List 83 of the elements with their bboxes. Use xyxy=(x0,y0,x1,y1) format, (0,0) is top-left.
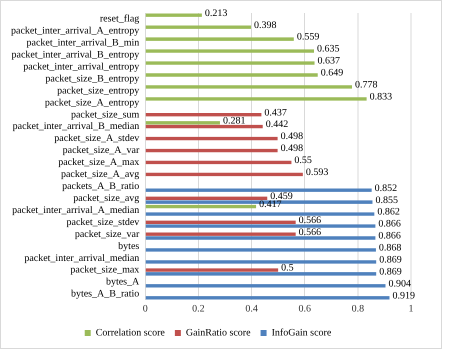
y-tick-label: packet_size_A_max xyxy=(58,157,140,168)
y-tick-label: packet_inter_arrival_A_entropy xyxy=(11,26,140,37)
y-tick-label: bytes xyxy=(118,240,140,252)
data-label: 0.593 xyxy=(306,167,328,178)
data-label: 0.566 xyxy=(298,226,322,238)
legend-label: Correlation score xyxy=(96,328,166,339)
legend-label: GainRatio score xyxy=(186,328,252,339)
y-tick-label: packet_size_stdev xyxy=(66,216,140,228)
data-label: 0.919 xyxy=(392,290,415,302)
data-label: 0.398 xyxy=(254,20,277,31)
y-tick-label: packet_size_A_var xyxy=(62,145,140,156)
y-tick-label: packet_inter_arrival_B_entropy xyxy=(12,49,140,60)
data-label: 0.855 xyxy=(375,194,398,206)
x-tick-label: 1 xyxy=(408,304,414,315)
x-tick-label: 0.2 xyxy=(192,304,205,315)
data-label: 0.635 xyxy=(317,44,340,55)
bar xyxy=(146,232,296,236)
x-tick-label: 0.4 xyxy=(245,304,258,315)
x-tick-label: 0.8 xyxy=(352,304,364,315)
bar xyxy=(146,37,294,41)
data-label: 0.866 xyxy=(378,230,401,242)
bar xyxy=(146,220,296,224)
data-label: 0.637 xyxy=(318,56,340,67)
bar xyxy=(146,172,303,176)
y-tick-label: reset_flag xyxy=(100,14,140,25)
bar xyxy=(146,85,352,89)
y-tick-label: packet_size_var xyxy=(74,228,140,240)
y-tick-label: packet_size_max xyxy=(70,264,140,276)
bar xyxy=(146,196,268,200)
data-label: 0.649 xyxy=(320,68,344,79)
bar xyxy=(146,212,374,216)
y-tick-label: packet_inter_arrival_A_median xyxy=(12,204,140,216)
bar xyxy=(146,121,220,125)
y-tick-label: packet_inter_arrival_median xyxy=(24,252,140,264)
y-tick-label: packet_size_sum xyxy=(70,109,140,120)
data-label: 0.852 xyxy=(374,182,398,194)
data-label: 0.862 xyxy=(377,206,400,218)
bar xyxy=(146,49,314,53)
bar xyxy=(146,224,376,228)
data-label: 0.437 xyxy=(264,107,287,118)
y-tick-label: packet_size_A_entropy xyxy=(44,97,140,108)
data-label: 0.281 xyxy=(222,115,246,126)
y-tick-label: packet_inter_arrival_B_median xyxy=(12,121,140,132)
data-label: 0.778 xyxy=(355,80,378,91)
bar xyxy=(146,136,278,140)
data-label: 0.904 xyxy=(388,278,411,290)
bar xyxy=(146,25,252,29)
data-label: 0.559 xyxy=(296,32,320,43)
data-label: 0.498 xyxy=(280,143,304,154)
bar xyxy=(146,284,386,288)
y-tick-label: packets_A_B_ratio xyxy=(62,181,140,192)
y-tick-label: packet_size_avg xyxy=(73,192,140,204)
y-tick-label: packet_size_A_avg xyxy=(60,169,140,180)
data-label: 0.869 xyxy=(379,266,402,278)
data-label: 0.866 xyxy=(378,218,401,230)
bar xyxy=(146,112,262,116)
data-label: 0.498 xyxy=(280,131,304,142)
bar xyxy=(146,272,376,276)
data-label: 0.869 xyxy=(379,254,402,266)
data-label: 0.213 xyxy=(204,8,228,19)
y-tick-label: packet_inter_arrival_B_min xyxy=(26,38,140,49)
bar xyxy=(146,97,367,101)
bar xyxy=(146,296,390,300)
y-tick-label: packet_size_entropy xyxy=(57,85,140,96)
y-tick-label: bytes_A_B_ratio xyxy=(70,288,140,300)
y-tick-label: packet_inter_arrival_entropy xyxy=(23,61,140,72)
x-tick-label: 0 xyxy=(142,304,148,315)
y-tick-label: bytes_A xyxy=(106,276,140,288)
legend-label: InfoGain score xyxy=(272,328,332,339)
data-label: 0.55 xyxy=(294,155,312,166)
bar xyxy=(146,188,372,192)
bar xyxy=(146,268,278,272)
bar xyxy=(146,260,376,264)
bar xyxy=(146,13,202,17)
y-tick-label: packet_size_B_entropy xyxy=(45,73,140,84)
x-tick-label: 0.6 xyxy=(298,304,311,315)
bar xyxy=(146,124,263,128)
data-label: 0.868 xyxy=(378,242,402,254)
data-label: 0.5 xyxy=(281,262,294,274)
data-label: 0.566 xyxy=(298,214,322,226)
data-label: 0.833 xyxy=(370,92,392,103)
y-tick-label: packet_size_A_stdev xyxy=(54,133,140,144)
data-label: 0.442 xyxy=(266,119,288,130)
